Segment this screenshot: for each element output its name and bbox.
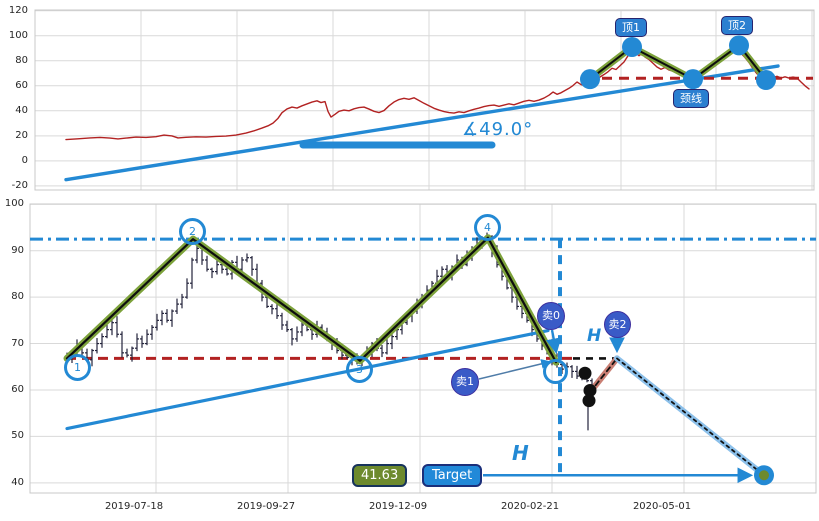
target-label-box[interactable]: Target xyxy=(422,464,483,487)
y-tick-label: 40 xyxy=(15,104,28,116)
y-tick-label: 90 xyxy=(11,244,24,256)
y-tick-label: 100 xyxy=(4,198,24,210)
x-tick-label: 2019-07-18 xyxy=(104,501,164,512)
top2-label-box[interactable]: 顶2 xyxy=(721,16,753,35)
y-tick-label: 80 xyxy=(11,291,24,303)
target-value-box[interactable]: 41.63 xyxy=(352,464,408,487)
x-tick-label: 2020-02-21 xyxy=(500,501,560,512)
y-tick-label: 80 xyxy=(15,54,28,66)
x-tick-label: 2019-09-27 xyxy=(236,501,296,512)
neckline-label-box[interactable]: 颈线 xyxy=(673,89,709,108)
x-tick-label: 2019-12-09 xyxy=(368,501,428,512)
h-measure-lower: H xyxy=(512,441,529,465)
y-tick-label: -20 xyxy=(11,179,28,191)
wave-point-2[interactable]: 2 xyxy=(179,218,206,245)
y-tick-label: 40 xyxy=(11,476,24,488)
wave-point-3[interactable]: 3 xyxy=(346,356,373,383)
x-tick-label: 2020-05-01 xyxy=(632,501,692,512)
y-tick-label: 70 xyxy=(11,337,24,349)
angle-annotation: ∡49.0° xyxy=(462,119,534,140)
sell1-badge[interactable]: 卖1 xyxy=(451,368,479,396)
top1-label-box[interactable]: 顶1 xyxy=(615,18,647,37)
y-tick-label: 50 xyxy=(11,430,24,442)
y-tick-label: 100 xyxy=(8,29,28,41)
y-tick-label: 0 xyxy=(21,154,28,166)
y-tick-label: 120 xyxy=(8,4,28,16)
wave-point-4[interactable]: 4 xyxy=(474,214,501,241)
y-tick-label: 60 xyxy=(11,383,24,395)
wave-point-5-ring[interactable] xyxy=(543,359,568,384)
h-measure-upper: H xyxy=(587,326,602,346)
wave-point-1[interactable]: 1 xyxy=(64,354,91,381)
sell0-badge[interactable]: 卖0 xyxy=(537,302,565,330)
y-tick-label: 60 xyxy=(15,79,28,91)
sell2-badge[interactable]: 卖2 xyxy=(604,311,631,338)
y-tick-label: 20 xyxy=(15,129,28,141)
